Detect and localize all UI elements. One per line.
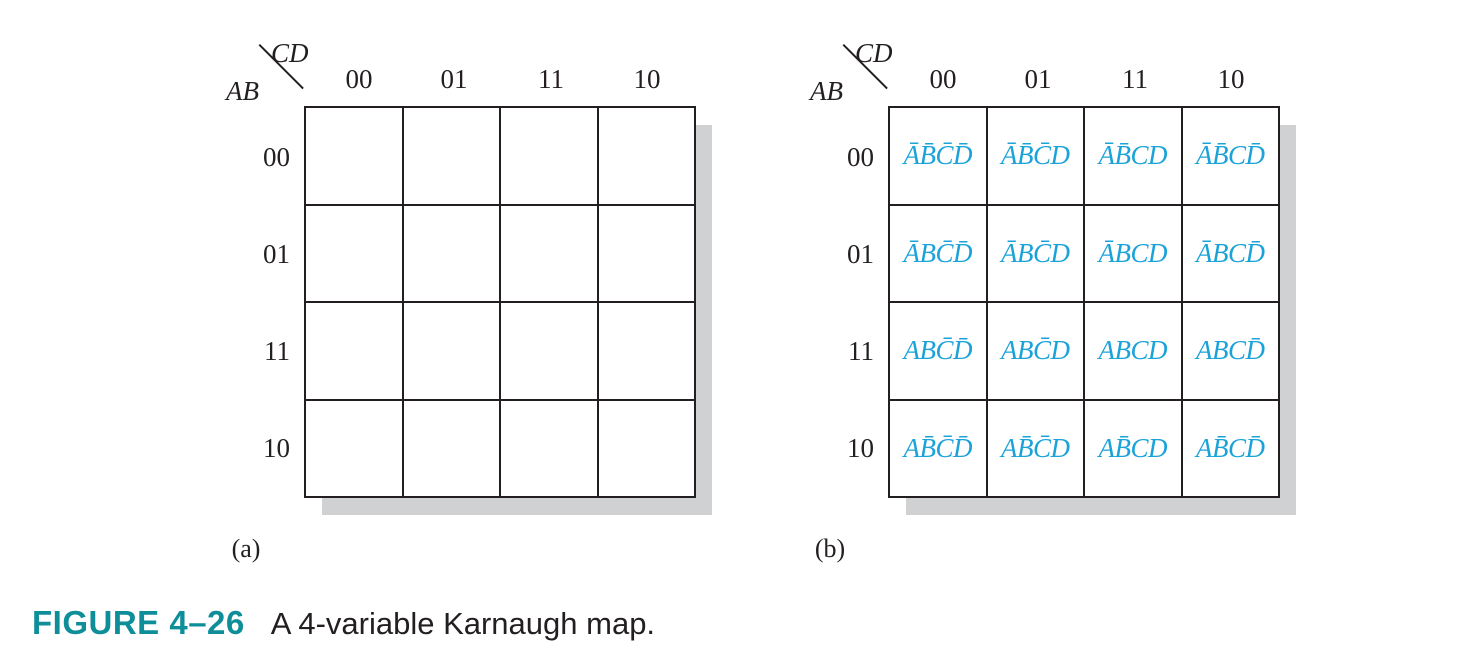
- row-label: 00: [847, 142, 874, 172]
- empty-cell: [597, 399, 695, 497]
- row-label: 11: [848, 336, 874, 366]
- empty-cell: [597, 204, 695, 302]
- empty-cell: [305, 399, 403, 497]
- minterm-cell: ABC̄D: [986, 302, 1084, 400]
- minterm-cell: ĀB̄C̄D: [986, 107, 1084, 205]
- column-label: 10: [633, 64, 661, 94]
- row-label: 11: [264, 336, 290, 366]
- minterm-cell: ĀB̄CD̄: [1181, 107, 1279, 205]
- minterm-cell: ĀBC̄D: [986, 204, 1084, 302]
- empty-cell: [402, 302, 500, 400]
- empty-cell: [500, 107, 598, 205]
- column-label: 10: [1217, 64, 1245, 94]
- minterm-cell: ABCD̄: [1181, 302, 1279, 400]
- map-grid: [304, 106, 696, 498]
- row-label: 01: [847, 239, 874, 269]
- subfigure-label: (b): [814, 534, 846, 563]
- minterm-cell: AB̄CD̄: [1181, 399, 1279, 497]
- row-variable-label: AB: [226, 76, 259, 106]
- minterm-cell: ĀBC̄D̄: [889, 204, 987, 302]
- column-variable-label: CD: [271, 38, 309, 68]
- empty-cell: [402, 204, 500, 302]
- minterm-cell: ĀBCD̄: [1181, 204, 1279, 302]
- empty-cell: [305, 204, 403, 302]
- column-variable-label: CD: [855, 38, 893, 68]
- column-label: 00: [929, 64, 957, 94]
- empty-cell: [597, 302, 695, 400]
- minterm-cell: AB̄C̄D̄: [889, 399, 987, 497]
- row-variable-label: AB: [810, 76, 843, 106]
- column-label: 11: [1122, 64, 1148, 94]
- subfigure-label: (a): [231, 534, 261, 563]
- empty-cell: [402, 399, 500, 497]
- row-label: 10: [263, 433, 290, 463]
- column-label: 01: [1024, 64, 1052, 94]
- figure-caption: FIGURE 4–26 A 4-variable Karnaugh map.: [32, 604, 655, 642]
- column-label: 00: [345, 64, 373, 94]
- minterm-cell: ĀB̄CD: [1084, 107, 1182, 205]
- empty-cell: [305, 107, 403, 205]
- minterm-cell: ĀB̄C̄D̄: [889, 107, 987, 205]
- row-label: 01: [263, 239, 290, 269]
- minterm-cell: AB̄CD: [1084, 399, 1182, 497]
- empty-cell: [500, 302, 598, 400]
- minterm-cell: AB̄C̄D: [986, 399, 1084, 497]
- minterm-cell: ABCD: [1084, 302, 1182, 400]
- figure-number: FIGURE 4–26: [32, 604, 245, 641]
- empty-cell: [597, 107, 695, 205]
- caption-text: A 4-variable Karnaugh map.: [270, 606, 656, 641]
- column-label: 11: [538, 64, 564, 94]
- empty-cell: [500, 399, 598, 497]
- empty-cell: [500, 204, 598, 302]
- minterm-cell: ABC̄D̄: [889, 302, 987, 400]
- column-label: 01: [440, 64, 468, 94]
- empty-cell: [305, 302, 403, 400]
- karnaugh-map-a: CD AB 00 01 11 10 00 01 11 10 (a): [0, 30, 720, 590]
- map-grid: ĀB̄C̄D̄ ĀB̄C̄D ĀB̄CD ĀB̄CD̄ ĀBC̄D̄ ĀBC̄D…: [888, 106, 1280, 498]
- row-label: 00: [263, 142, 290, 172]
- empty-cell: [402, 107, 500, 205]
- minterm-cell: ĀBCD: [1084, 204, 1182, 302]
- row-label: 10: [847, 433, 874, 463]
- karnaugh-map-b: CD AB 00 01 11 10 00 01 11 10 ĀB̄C̄D̄ ĀB…: [584, 30, 1304, 590]
